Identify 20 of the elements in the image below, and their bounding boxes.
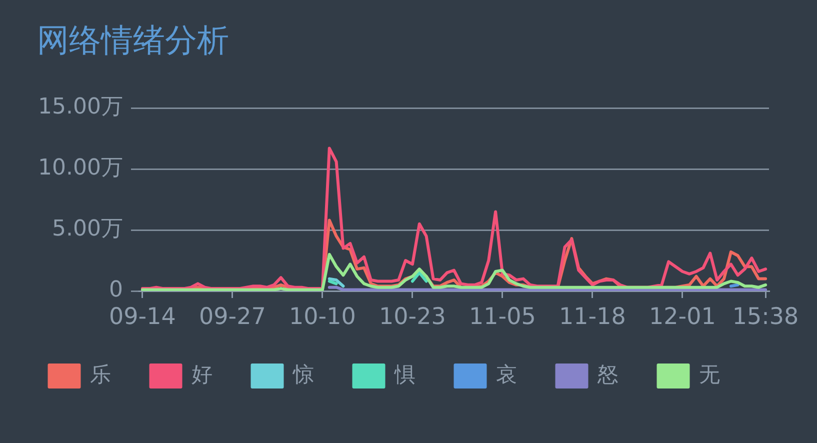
x-tick-label: 10-10 <box>289 304 356 330</box>
y-tick-label: 10.00万 <box>38 156 123 181</box>
x-tick-label: 09-27 <box>199 304 266 330</box>
legend-label: 哀 <box>496 362 517 386</box>
x-tick-label: 12-01 <box>649 304 716 330</box>
y-tick-label: 15.00万 <box>38 94 123 120</box>
x-tick-label: 09-14 <box>109 304 176 330</box>
x-tick-label: 15:38 <box>732 304 799 330</box>
legend-label: 惊 <box>292 362 314 386</box>
legend-label: 乐 <box>90 362 111 386</box>
y-tick-label: 5.00万 <box>52 216 123 242</box>
y-tick-label: 0 <box>109 278 123 303</box>
legend-label: 怒 <box>596 362 618 386</box>
x-tick-label: 10-23 <box>379 304 446 330</box>
x-tick-label: 11-18 <box>559 304 626 330</box>
chart-title: 网络情绪分析 <box>37 20 229 60</box>
x-tick-label: 11-05 <box>469 304 536 330</box>
legend-label: 惧 <box>393 362 416 386</box>
legend-label: 好 <box>191 362 212 386</box>
legend-label: 无 <box>698 362 720 386</box>
